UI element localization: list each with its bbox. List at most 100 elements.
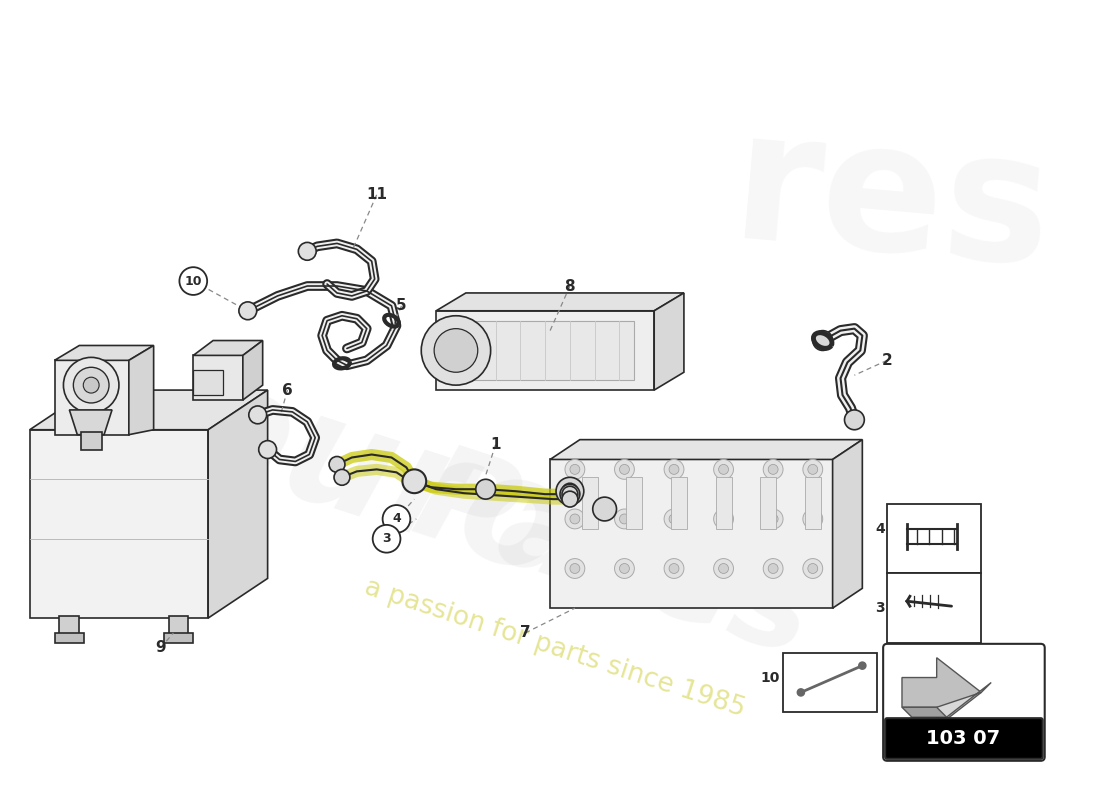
Circle shape — [803, 558, 823, 578]
Text: 5: 5 — [396, 298, 407, 314]
Polygon shape — [129, 346, 154, 434]
Circle shape — [768, 465, 778, 474]
Circle shape — [562, 491, 578, 507]
Circle shape — [434, 329, 477, 372]
Circle shape — [768, 514, 778, 524]
FancyBboxPatch shape — [887, 574, 981, 643]
Circle shape — [74, 367, 109, 403]
Circle shape — [718, 563, 728, 574]
Circle shape — [803, 459, 823, 479]
Polygon shape — [81, 432, 102, 450]
Polygon shape — [55, 346, 154, 360]
Polygon shape — [937, 682, 991, 717]
Polygon shape — [164, 633, 194, 643]
Polygon shape — [194, 370, 223, 395]
Circle shape — [179, 267, 207, 295]
Circle shape — [84, 378, 99, 393]
Circle shape — [373, 525, 400, 553]
Polygon shape — [243, 341, 263, 400]
Text: 10: 10 — [185, 274, 202, 287]
Text: 4: 4 — [392, 513, 400, 526]
Circle shape — [859, 662, 866, 669]
Circle shape — [570, 465, 580, 474]
Text: res: res — [726, 100, 1058, 303]
Polygon shape — [30, 430, 208, 618]
Circle shape — [803, 509, 823, 529]
Polygon shape — [208, 390, 267, 618]
Circle shape — [383, 505, 410, 533]
Text: 9: 9 — [155, 640, 166, 655]
Circle shape — [714, 509, 734, 529]
Circle shape — [329, 457, 345, 472]
Text: 103 07: 103 07 — [926, 730, 1001, 749]
Text: 1: 1 — [491, 437, 501, 452]
FancyBboxPatch shape — [886, 718, 1043, 759]
Circle shape — [593, 497, 616, 521]
Circle shape — [615, 459, 635, 479]
Circle shape — [565, 459, 585, 479]
Circle shape — [664, 509, 684, 529]
Text: 11: 11 — [366, 187, 387, 202]
Polygon shape — [833, 440, 862, 608]
Polygon shape — [436, 310, 654, 390]
Circle shape — [249, 406, 266, 424]
Circle shape — [807, 514, 817, 524]
Circle shape — [718, 514, 728, 524]
Circle shape — [615, 509, 635, 529]
Circle shape — [64, 358, 119, 413]
Polygon shape — [55, 633, 85, 643]
Circle shape — [560, 484, 580, 504]
Circle shape — [714, 558, 734, 578]
Polygon shape — [455, 321, 635, 380]
Circle shape — [813, 330, 833, 350]
Polygon shape — [760, 478, 777, 529]
Text: Pares: Pares — [399, 434, 829, 682]
Polygon shape — [550, 440, 862, 459]
Circle shape — [798, 689, 804, 696]
Polygon shape — [805, 478, 821, 529]
Circle shape — [562, 483, 578, 499]
Circle shape — [763, 459, 783, 479]
Circle shape — [669, 465, 679, 474]
Circle shape — [664, 558, 684, 578]
Polygon shape — [550, 459, 833, 608]
Circle shape — [562, 486, 578, 502]
Circle shape — [669, 563, 679, 574]
Circle shape — [807, 563, 817, 574]
Polygon shape — [30, 390, 267, 430]
Circle shape — [763, 509, 783, 529]
Circle shape — [763, 558, 783, 578]
Text: a passion for parts since 1985: a passion for parts since 1985 — [362, 574, 749, 722]
Circle shape — [570, 563, 580, 574]
FancyBboxPatch shape — [783, 653, 877, 712]
Text: 2: 2 — [882, 353, 892, 368]
Circle shape — [557, 478, 584, 505]
Circle shape — [619, 563, 629, 574]
Polygon shape — [55, 360, 129, 434]
Circle shape — [334, 470, 350, 486]
Polygon shape — [194, 341, 263, 355]
Circle shape — [239, 302, 256, 320]
Circle shape — [714, 459, 734, 479]
Circle shape — [476, 479, 496, 499]
Polygon shape — [902, 707, 947, 717]
Circle shape — [768, 563, 778, 574]
Circle shape — [845, 410, 865, 430]
Circle shape — [421, 316, 491, 385]
Polygon shape — [436, 293, 684, 310]
Circle shape — [619, 465, 629, 474]
Circle shape — [718, 465, 728, 474]
Circle shape — [298, 242, 316, 260]
Circle shape — [615, 558, 635, 578]
Polygon shape — [671, 478, 686, 529]
Polygon shape — [59, 616, 79, 638]
Text: 8: 8 — [564, 278, 575, 294]
Text: 4: 4 — [876, 522, 886, 536]
Text: 7: 7 — [520, 626, 530, 641]
Polygon shape — [716, 478, 732, 529]
Polygon shape — [194, 355, 243, 400]
Circle shape — [565, 509, 585, 529]
Circle shape — [664, 459, 684, 479]
Text: 6: 6 — [282, 382, 293, 398]
Polygon shape — [626, 478, 642, 529]
